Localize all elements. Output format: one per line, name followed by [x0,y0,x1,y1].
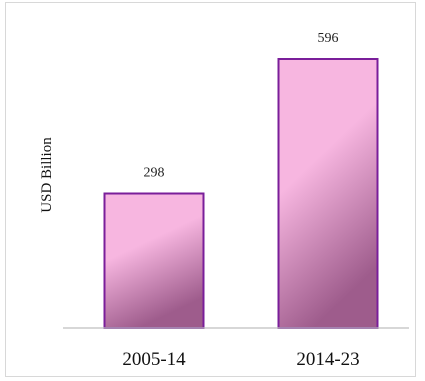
y-axis-title: USD Billion [39,137,55,213]
x-tick-label-2005-14: 2005-14 [122,349,186,370]
x-tick-label-2014-23: 2014-23 [296,349,359,370]
chart-frame: USD Billion 298 2005-14 596 2014-23 [5,2,416,377]
data-label-2005-14: 298 [144,166,165,181]
bar-2005-14 [103,192,205,329]
bar-chart: USD Billion 298 2005-14 596 2014-23 [39,31,409,370]
data-label-2014-23: 596 [318,31,339,46]
bar-2014-23 [277,58,379,329]
